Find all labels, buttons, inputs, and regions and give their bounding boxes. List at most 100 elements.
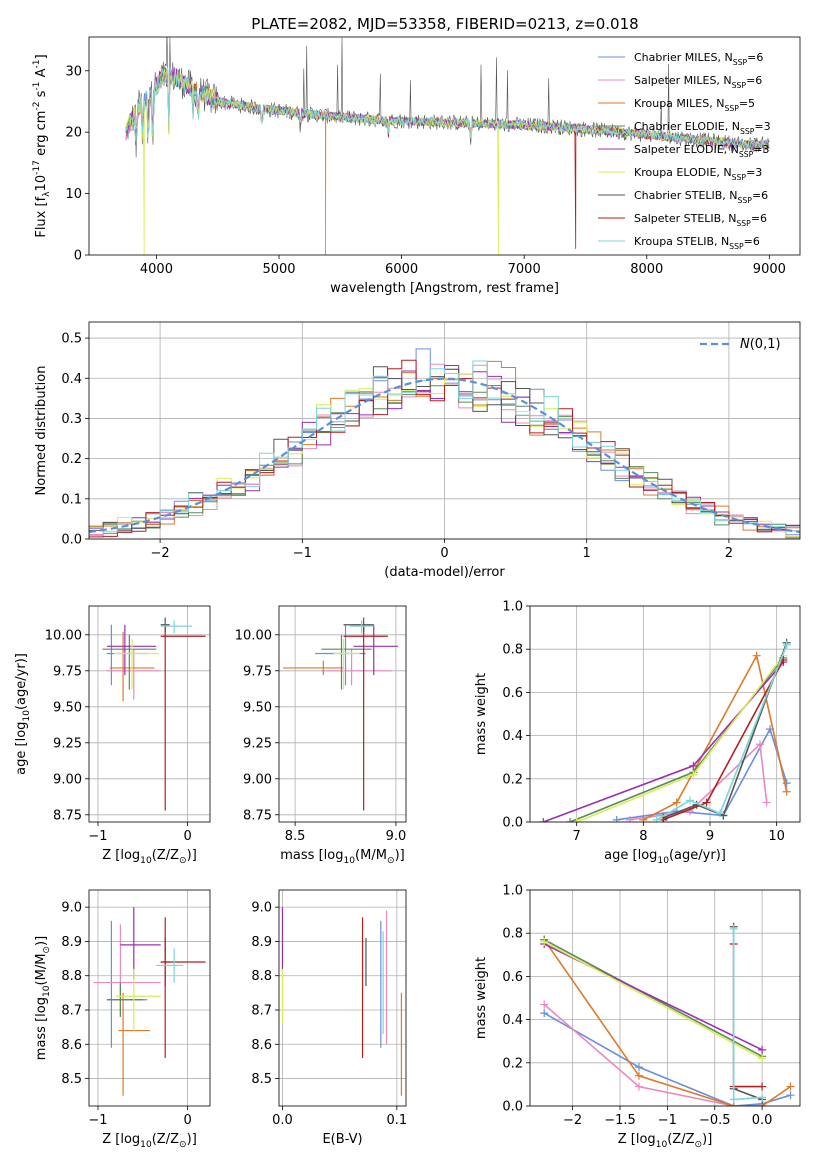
x-tick-label: 0.1 (387, 1113, 408, 1128)
x-tick-label: 1 (583, 546, 591, 561)
y-tick-label: 10.00 (235, 628, 272, 643)
x-axis-label: E(B-V) (322, 1132, 362, 1147)
y-tick-label: 8.6 (61, 1038, 82, 1053)
x-tick-label: 5000 (262, 262, 295, 277)
axes-frame (88, 36, 801, 256)
weight-marker-kroupa_stelib (729, 1095, 738, 1104)
plot-area (89, 348, 800, 539)
y-tick-label: 0.2 (61, 452, 82, 467)
y-tick-label: 1.0 (502, 884, 523, 899)
x-tick-label: 6000 (385, 262, 418, 277)
age-metallicity-panel: −1 0 8.75 9.00 9.25 9.50 9.75 10.00 Z [log10(Z/Z… (14, 605, 211, 866)
x-tick-label: 0.0 (752, 1113, 773, 1128)
weight-line-salpeter_miles (629, 742, 768, 821)
plot-area (93, 907, 206, 1096)
y-axis-label: Flux [fλ10-17 erg cm-2 s-1 A-1] (32, 54, 52, 237)
x-tick-label: 7000 (508, 262, 541, 277)
weight-marker-kroupa_miles (639, 815, 648, 822)
y-axis-label: age [log10(age/yr)] (14, 653, 32, 775)
y-tick-label: 0.4 (502, 729, 523, 744)
legend-label-normal: N(0,1) (740, 337, 781, 352)
weight-marker-kroupa_stelib (716, 809, 724, 818)
y-axis-label: mass weight (474, 957, 489, 1039)
y-tick-label: 8.9 (251, 935, 272, 950)
x-tick-label: 8.5 (285, 829, 306, 844)
y-tick-label: 0.6 (502, 686, 523, 701)
x-axis-label: (data-model)/error (384, 565, 505, 580)
x-tick-label: 8 (639, 829, 647, 844)
plot-area (540, 922, 795, 1106)
legend-label-salpeter_miles: Salpeter MILES, NSSP=6 (634, 74, 762, 90)
weight-line-chabrier_miles (543, 1012, 791, 1106)
x-tick-label: 2 (725, 546, 733, 561)
y-tick-label: 8.75 (243, 808, 272, 823)
y-tick-label: 10 (65, 187, 82, 202)
legend-label-kroupa_miles: Kroupa MILES, NSSP=5 (634, 97, 755, 113)
mass-metallicity-panel: −1 0 8.5 8.6 8.7 8.8 8.9 9.0 Z [log10(Z/Z⊙)] mass… (34, 889, 211, 1150)
y-tick-label: 8.9 (61, 935, 82, 950)
y-tick-label: 8.6 (251, 1038, 272, 1053)
x-tick-label: 0.0 (272, 1113, 293, 1128)
y-tick-label: 0.0 (502, 816, 523, 831)
y-tick-label: 0.2 (502, 772, 523, 787)
x-tick-label: 9.0 (386, 829, 407, 844)
weight-marker-chabrier_miles (786, 1091, 795, 1100)
y-tick-label: 0 (74, 249, 82, 264)
weight-marker-kroupa_stelib (686, 796, 694, 805)
weight-marker-kroupa_stelib (782, 640, 791, 649)
y-axis-label: Normed distribution (34, 366, 49, 496)
x-tick-label: −1 (658, 1113, 677, 1128)
y-tick-label: 0.6 (502, 970, 523, 985)
weight-marker-salpeter_miles (626, 815, 634, 822)
x-tick-label: −1 (293, 546, 312, 561)
x-tick-label: 0 (183, 829, 191, 844)
y-tick-label: 8.7 (61, 1004, 82, 1019)
y-tick-label: 9.75 (243, 664, 272, 679)
weight-marker-chabrier_miles (540, 1009, 549, 1018)
weight-marker-chabrier_miles (634, 1063, 643, 1072)
axes-frame (529, 889, 801, 1107)
weight-marker-salpeter_stelib (702, 798, 711, 807)
weight-marker-kroupa_miles (782, 787, 791, 796)
legend-label-salpeter_stelib: Salpeter STELIB, NSSP=6 (634, 212, 767, 228)
weight-line-kroupa_miles (642, 653, 788, 821)
axes-frame (88, 889, 211, 1107)
y-tick-label: 0.3 (61, 412, 82, 427)
y-tick-label: 0.2 (502, 1056, 523, 1071)
plot-area (281, 907, 403, 1096)
x-axis-label: Z [log10(Z/Z⊙)] (618, 1132, 713, 1150)
y-tick-label: 0.0 (502, 1100, 523, 1115)
y-axis-label: mass [log10(M/M⊙)] (34, 936, 52, 1060)
weight-metallicity-panel: −2 −1.5 −1 −0.5 0.0 0.0 0.2 0.4 0.6 0.8 1.0 Z [log1… (474, 884, 801, 1150)
x-tick-label: −2 (151, 546, 170, 561)
weight-line-kroupa_stelib (656, 644, 788, 821)
age-mass-panel: 8.5 9.0 8.75 9.00 9.25 9.50 9.75 10.00 mass [log… (235, 605, 407, 866)
legend-label-chabrier_miles: Chabrier MILES, NSSP=6 (634, 51, 763, 67)
weight-marker-kroupa_stelib (652, 815, 661, 822)
weight-marker-kroupa_elodie (689, 770, 698, 779)
y-tick-label: 30 (65, 64, 82, 79)
x-tick-label: −1 (88, 1113, 107, 1128)
axes-frame (278, 605, 407, 823)
y-tick-label: 8.5 (61, 1072, 82, 1087)
weight-marker-kroupa_stelib (729, 924, 738, 933)
mass-extinction-panel: 0.0 0.1 8.5 8.6 8.7 8.8 8.9 9.0 E(B-V) (251, 889, 408, 1147)
weight-line-kroupa_elodie (543, 941, 763, 1060)
weight-line-kroupa_miles (543, 939, 791, 1106)
weight-marker-salpeter_miles (540, 1000, 549, 1009)
weight-marker-kroupa_miles (786, 1082, 795, 1091)
x-tick-label: 9000 (753, 262, 786, 277)
weight-line-chabrier_elodie (543, 938, 763, 1058)
x-tick-label: 8000 (630, 262, 663, 277)
weight-marker-kroupa_elodie (540, 937, 549, 946)
y-tick-label: 0.5 (61, 332, 82, 347)
spectrum-title: PLATE=2082, MJD=53358, FIBERID=0213, z=0… (251, 15, 638, 33)
y-tick-label: 20 (65, 126, 82, 141)
legend-label-chabrier_stelib: Chabrier STELIB, NSSP=6 (634, 189, 768, 205)
y-tick-label: 9.50 (53, 700, 82, 715)
x-tick-label: 10 (768, 829, 785, 844)
y-tick-label: 8.8 (61, 969, 82, 984)
plot-area (283, 617, 398, 811)
legend-label-kroupa_elodie: Kroupa ELODIE, NSSP=3 (634, 166, 762, 182)
